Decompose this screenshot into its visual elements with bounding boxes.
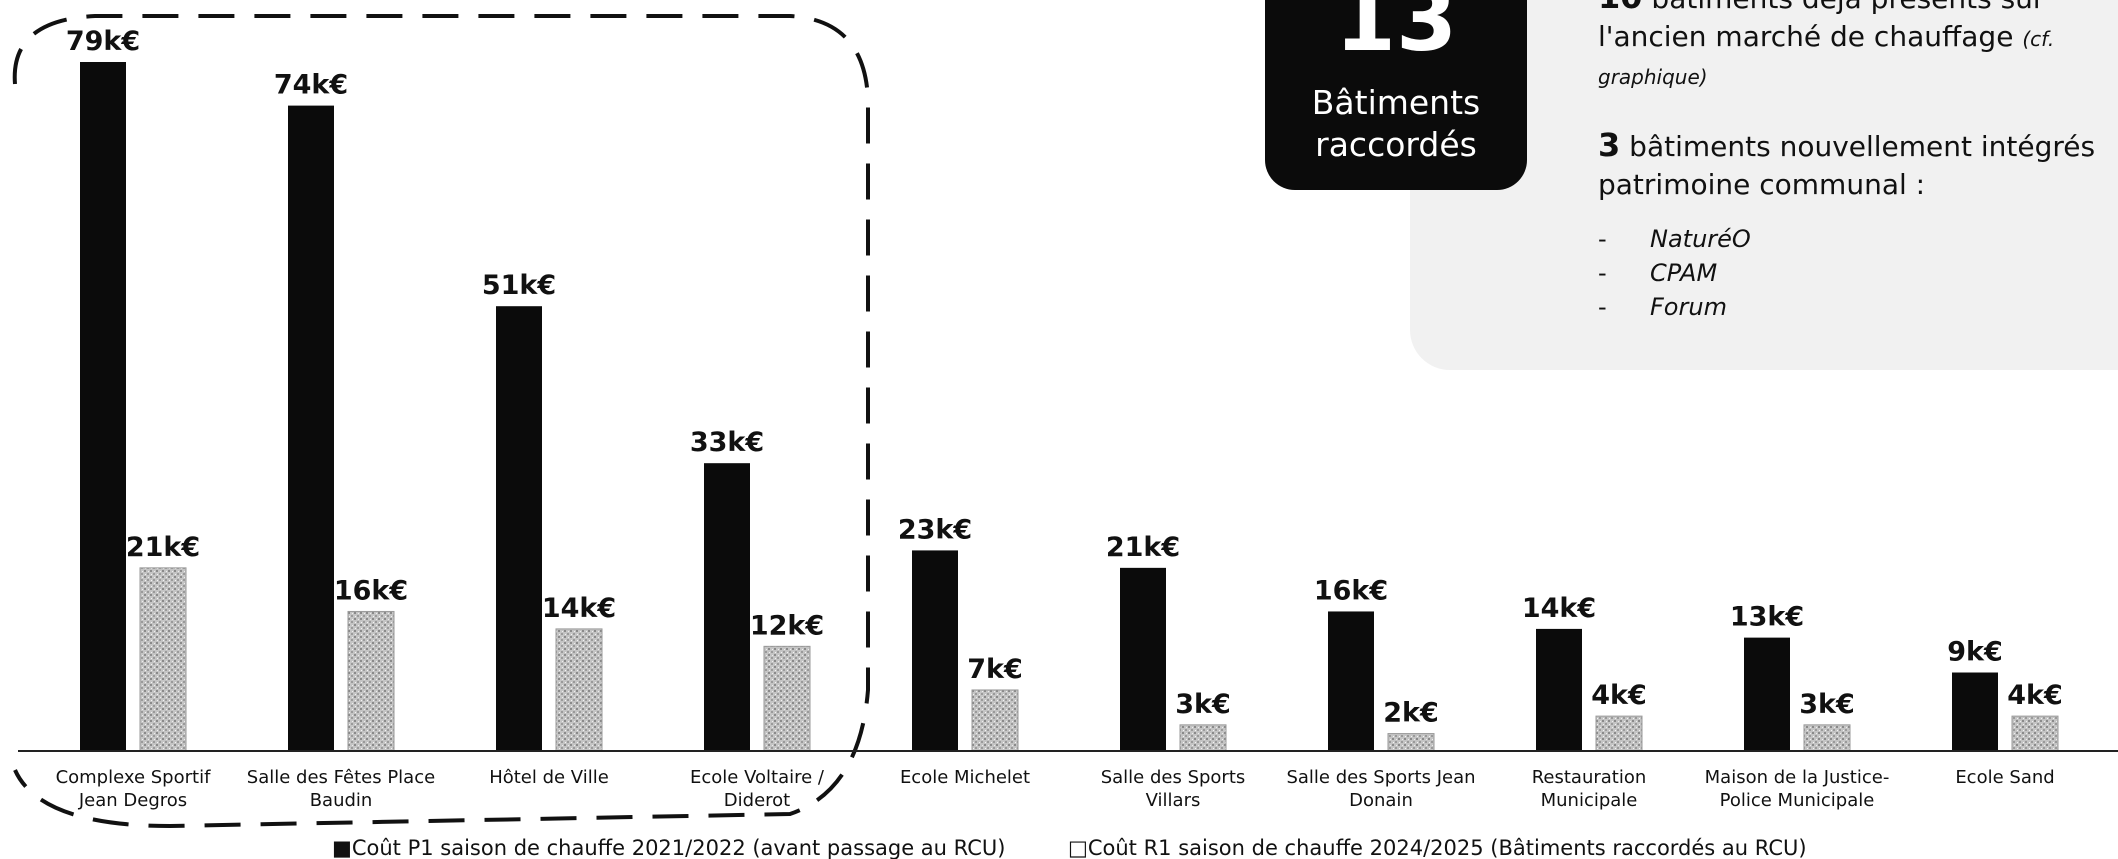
info-panel: 10 bâtiments déjà présents sur l'ancien … — [1598, 0, 2118, 324]
data-label-r1: 14k€ — [542, 593, 616, 624]
category-label: Ecole Voltaire / — [690, 767, 825, 788]
legend-marker-p1: ■ — [332, 836, 352, 859]
data-label-r1: 7k€ — [967, 654, 1023, 685]
new-count: 3 — [1598, 126, 1621, 164]
category-label: Municipale — [1541, 790, 1638, 811]
bar-p1 — [1536, 628, 1582, 751]
highlight-frame — [12, 14, 870, 829]
info-line-new: 3 bâtiments nouvellement intégrés — [1598, 126, 2118, 166]
data-label-r1: 16k€ — [334, 575, 408, 606]
market-note: (cf. — [2022, 27, 2055, 51]
info-line-existing: 10 bâtiments déjà présents sur — [1598, 0, 2118, 18]
market-note-continued: graphique) — [1598, 65, 1708, 89]
data-label-p1: 74k€ — [274, 70, 348, 101]
bar-r1 — [763, 645, 811, 752]
data-label-r1: 21k€ — [126, 532, 200, 563]
bar-p1 — [1744, 637, 1790, 751]
new-building-item: - Forum — [1598, 293, 1727, 321]
market-text: l'ancien marché de chauffage — [1598, 20, 2023, 53]
legend-marker-r1: □ — [1068, 836, 1088, 859]
data-label-r1: 3k€ — [1799, 689, 1855, 720]
category-label: Ecole Michelet — [900, 767, 1030, 788]
data-label-p1: 16k€ — [1314, 575, 1388, 606]
bar-r1 — [1179, 724, 1227, 752]
bar-p1 — [496, 306, 542, 751]
data-label-r1: 4k€ — [1591, 680, 1647, 711]
category-label: Salle des Sports Jean — [1286, 767, 1475, 788]
legend-label-r1: Coût R1 saison de chauffe 2024/2025 (Bât… — [1088, 836, 1807, 859]
data-label-r1: 4k€ — [2007, 680, 2063, 711]
badge-caption-line2: raccordés — [1315, 125, 1477, 164]
category-label: Restauration — [1532, 767, 1647, 788]
data-label-r1: 3k€ — [1175, 689, 1231, 720]
data-label-p1: 21k€ — [1106, 532, 1180, 563]
bar-p1 — [704, 463, 750, 751]
bar-r1 — [1595, 715, 1643, 752]
data-label-p1: 51k€ — [482, 270, 556, 301]
new-buildings-list: - NaturéO - CPAM - Forum — [1598, 222, 2118, 324]
bar-r1 — [555, 628, 603, 752]
category-label: Salle des Fêtes Place — [247, 767, 435, 788]
new-building-item: - CPAM — [1598, 259, 1718, 287]
legend-item-p1: ■Coût P1 saison de chauffe 2021/2022 (av… — [332, 836, 1005, 859]
badge-caption-line1: Bâtiments — [1311, 83, 1481, 122]
bar-p1 — [288, 105, 334, 751]
new-text: bâtiments nouvellement intégrés — [1620, 130, 2096, 163]
category-label: Ecole Sand — [1955, 767, 2054, 788]
bar-r1 — [1803, 724, 1851, 752]
data-label-p1: 14k€ — [1522, 593, 1596, 624]
chart-legend: ■Coût P1 saison de chauffe 2021/2022 (av… — [332, 836, 1807, 859]
existing-count: 10 — [1598, 0, 1643, 16]
category-label: Jean Degros — [78, 790, 187, 811]
bar-p1 — [80, 62, 126, 751]
data-label-r1: 2k€ — [1383, 698, 1439, 729]
bar-r1 — [1387, 733, 1435, 752]
category-label: Maison de la Justice- — [1705, 767, 1890, 788]
badge-number: 13 — [1334, 0, 1458, 71]
category-label: Salle des Sports — [1101, 767, 1246, 788]
data-label-p1: 33k€ — [690, 427, 764, 458]
data-label-p1: 9k€ — [1947, 637, 2003, 668]
data-label-r1: 12k€ — [750, 610, 824, 641]
category-label: Diderot — [724, 790, 790, 811]
legend-label-p1: Coût P1 saison de chauffe 2021/2022 (ava… — [352, 836, 1006, 859]
category-label: Donain — [1349, 790, 1413, 811]
bar-r1 — [2011, 715, 2059, 752]
existing-text: bâtiments déjà présents sur — [1643, 0, 2044, 15]
category-label: Villars — [1146, 790, 1201, 811]
patrimoine-text: patrimoine communal : — [1598, 168, 1926, 201]
category-label: Hôtel de Ville — [489, 767, 609, 788]
data-label-p1: 13k€ — [1730, 602, 1804, 633]
info-panel-background — [1410, 0, 2118, 370]
bar-r1 — [971, 689, 1019, 752]
category-label: Complexe Sportif — [56, 767, 212, 788]
connected-buildings-badge: 13 Bâtiments raccordés — [1265, 0, 1527, 190]
bar-p1 — [1120, 567, 1166, 751]
badge-caption: Bâtiments raccordés — [1265, 82, 1527, 166]
info-line-market: l'ancien marché de chauffage (cf. — [1598, 18, 2118, 58]
data-label-p1: 79k€ — [66, 26, 140, 57]
bar-p1 — [1952, 672, 1998, 751]
bar-p1 — [912, 550, 958, 751]
bar-r1 — [347, 610, 395, 752]
bars-group: 79k€21k€74k€16k€51k€14k€33k€12k€23k€7k€2… — [66, 26, 2063, 752]
new-building-item: - NaturéO — [1598, 225, 1751, 253]
category-label: Baudin — [310, 790, 373, 811]
data-label-p1: 23k€ — [898, 514, 972, 545]
bar-r1 — [139, 567, 187, 752]
legend-item-r1: □Coût R1 saison de chauffe 2024/2025 (Bâ… — [1068, 836, 1807, 859]
bar-p1 — [1328, 611, 1374, 751]
category-label: Police Municipale — [1720, 790, 1875, 811]
